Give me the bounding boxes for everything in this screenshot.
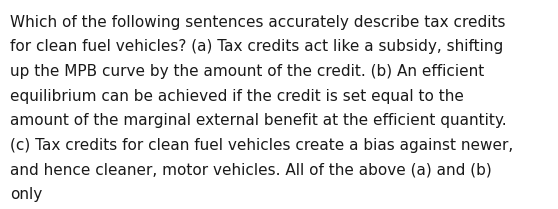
Text: for clean fuel vehicles? (a) Tax credits act like a subsidy, shifting: for clean fuel vehicles? (a) Tax credits… [10,39,503,54]
Text: and hence cleaner, motor vehicles. All of the above (a) and (b): and hence cleaner, motor vehicles. All o… [10,163,492,178]
Text: (c) Tax credits for clean fuel vehicles create a bias against newer,: (c) Tax credits for clean fuel vehicles … [10,138,513,153]
Text: only: only [10,187,42,202]
Text: Which of the following sentences accurately describe tax credits: Which of the following sentences accurat… [10,15,506,30]
Text: amount of the marginal external benefit at the efficient quantity.: amount of the marginal external benefit … [10,113,507,128]
Text: equilibrium can be achieved if the credit is set equal to the: equilibrium can be achieved if the credi… [10,89,464,104]
Text: up the MPB curve by the amount of the credit. (b) An efficient: up the MPB curve by the amount of the cr… [10,64,484,79]
